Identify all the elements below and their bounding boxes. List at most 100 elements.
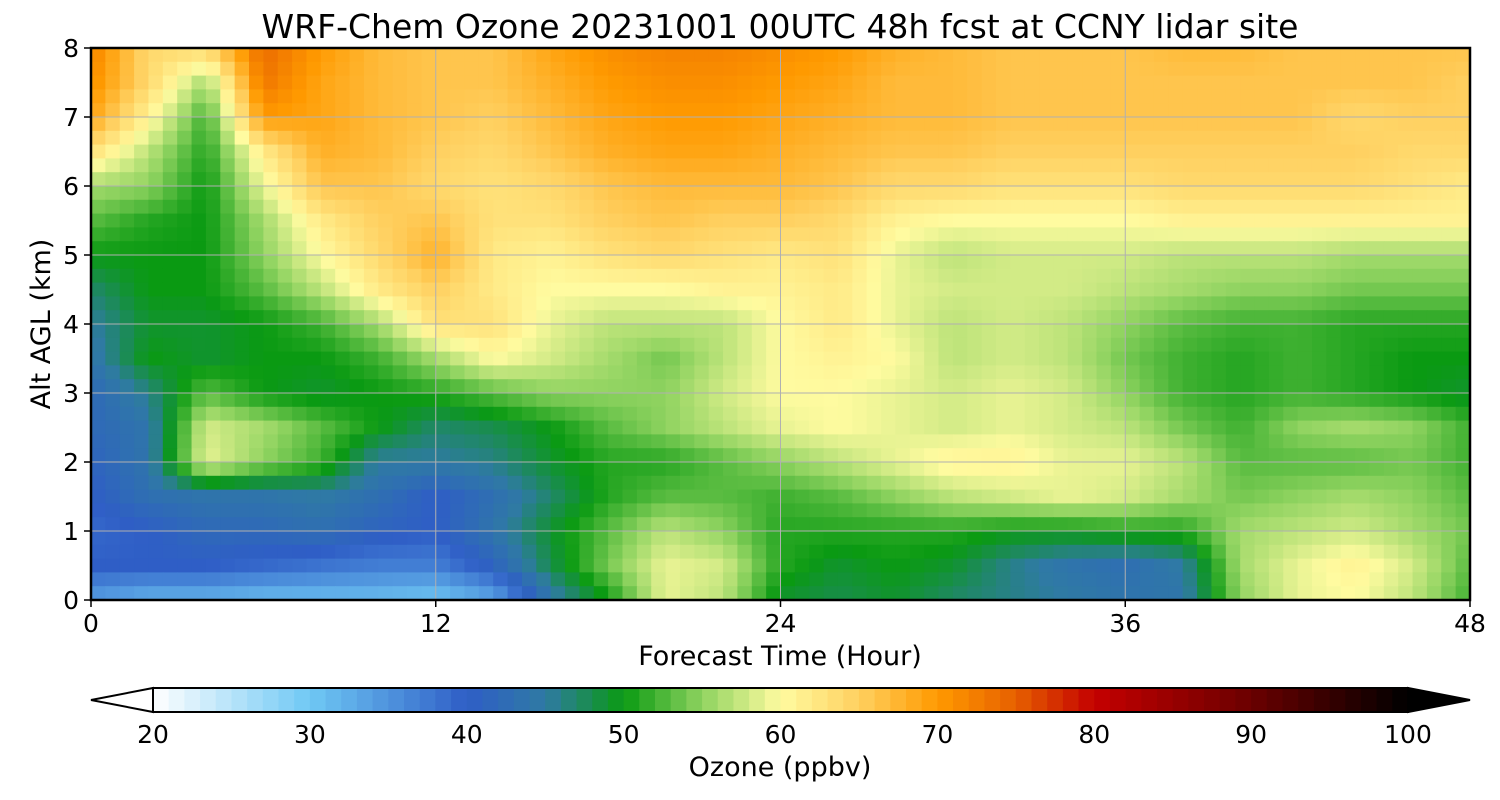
heatmap-cell <box>737 420 753 435</box>
heatmap-cell <box>651 199 667 215</box>
heatmap-cell <box>1039 103 1055 118</box>
heatmap-cell <box>1053 420 1069 435</box>
heatmap-cell <box>1254 365 1270 380</box>
heatmap-cell <box>1168 213 1184 228</box>
heatmap-cell <box>593 310 609 325</box>
heatmap-cell <box>1067 365 1083 380</box>
heatmap-cell <box>1426 89 1442 104</box>
heatmap-cell <box>608 130 624 146</box>
colorbar-tick-label: 100 <box>1384 720 1432 749</box>
heatmap-cell <box>1024 144 1040 159</box>
heatmap-cell <box>493 172 509 187</box>
heatmap-cell <box>708 48 724 63</box>
heatmap-cell <box>478 531 494 546</box>
heatmap-cell <box>751 406 767 422</box>
heatmap-cell <box>306 351 322 366</box>
heatmap-cell <box>421 48 437 63</box>
heatmap-cell <box>766 324 782 339</box>
heatmap-cell <box>766 48 782 63</box>
heatmap-cell <box>1010 586 1026 600</box>
heatmap-cell <box>1426 420 1442 435</box>
heatmap-cell <box>134 172 150 187</box>
heatmap-cell <box>1197 310 1213 325</box>
heatmap-cell <box>679 103 695 118</box>
heatmap-cell <box>1125 117 1141 132</box>
heatmap-cell <box>220 213 236 228</box>
heatmap-cell <box>1240 462 1256 477</box>
heatmap-cell <box>177 310 193 325</box>
heatmap-cell <box>1211 89 1227 104</box>
colorbar-swatch <box>1188 688 1205 712</box>
heatmap-cell <box>1168 89 1184 104</box>
heatmap-cell <box>392 103 408 118</box>
heatmap-cell <box>1369 365 1385 380</box>
heatmap-cell <box>895 158 911 173</box>
heatmap-cell <box>1383 324 1399 339</box>
heatmap-cell <box>593 365 609 380</box>
heatmap-cell <box>1053 448 1069 463</box>
heatmap-cell <box>694 117 710 132</box>
heatmap-cell <box>91 186 106 201</box>
heatmap-cell <box>909 503 925 518</box>
heatmap-cell <box>134 296 150 311</box>
heatmap-cell <box>234 48 250 63</box>
heatmap-cell <box>335 351 351 366</box>
heatmap-cell <box>1412 489 1428 504</box>
heatmap-cell <box>909 158 925 173</box>
heatmap-cell <box>1268 572 1284 587</box>
heatmap-cell <box>320 586 336 600</box>
heatmap-cell <box>1039 213 1055 228</box>
heatmap-cell <box>91 241 106 256</box>
heatmap-cell <box>737 130 753 146</box>
heatmap-cell <box>1139 255 1155 270</box>
heatmap-cell <box>134 199 150 215</box>
heatmap-cell <box>1139 475 1155 491</box>
heatmap-cell <box>651 61 667 77</box>
heatmap-cell <box>708 572 724 587</box>
heatmap-cell <box>1455 393 1470 408</box>
heatmap-cell <box>249 324 264 339</box>
heatmap-cell <box>134 586 150 600</box>
heatmap-cell <box>1153 393 1169 408</box>
heatmap-cell <box>320 310 336 325</box>
heatmap-cell <box>1283 61 1299 77</box>
heatmap-cell <box>1053 144 1069 159</box>
colorbar-swatch <box>921 688 938 712</box>
heatmap-cell <box>1067 324 1083 339</box>
heatmap-cell <box>823 158 839 173</box>
heatmap-cell <box>1067 48 1083 63</box>
heatmap-cell <box>1125 434 1141 449</box>
heatmap-cell <box>1311 531 1327 546</box>
heatmap-cell <box>852 420 868 435</box>
heatmap-cell <box>263 158 279 173</box>
heatmap-cell <box>1153 572 1169 587</box>
heatmap-cell <box>1039 420 1055 435</box>
heatmap-cell <box>794 448 810 463</box>
heatmap-cell <box>407 406 422 422</box>
heatmap-cell <box>924 103 940 118</box>
heatmap-cell <box>981 186 997 201</box>
heatmap-cell <box>1369 227 1385 242</box>
heatmap-cell <box>378 558 394 573</box>
heatmap-cell <box>191 130 207 146</box>
heatmap-cell <box>579 558 595 573</box>
heatmap-cell <box>263 434 279 449</box>
heatmap-cell <box>1311 324 1327 339</box>
heatmap-cell <box>1326 255 1342 270</box>
heatmap-cell <box>1039 489 1055 504</box>
heatmap-cell <box>378 324 394 339</box>
heatmap-cell <box>636 531 652 546</box>
heatmap-cell <box>909 544 925 560</box>
heatmap-cell <box>866 61 882 77</box>
heatmap-cell <box>263 213 279 228</box>
heatmap-cell <box>794 61 810 77</box>
colorbar-swatch <box>545 688 562 712</box>
heatmap-cell <box>1398 241 1414 256</box>
heatmap-cell <box>579 586 595 600</box>
colorbar-swatch <box>1094 688 1111 712</box>
heatmap-cell <box>1326 448 1342 463</box>
heatmap-cell <box>521 517 537 532</box>
heatmap-cell <box>1355 268 1371 284</box>
heatmap-cell <box>952 531 968 546</box>
heatmap-cell <box>909 268 925 284</box>
